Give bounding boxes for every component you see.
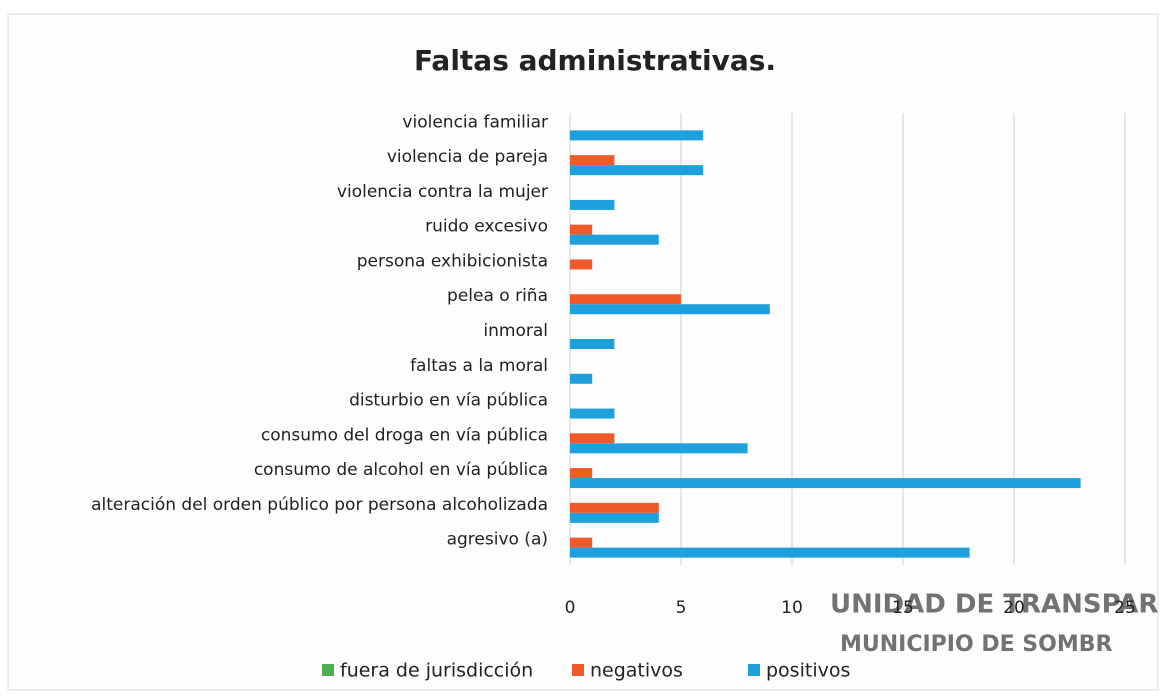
bar [570, 512, 659, 523]
y-tick-label: inmoral [483, 321, 548, 341]
bar [570, 408, 615, 419]
legend-label: negativos [590, 660, 683, 682]
y-tick-label: consumo del droga en vía pública [261, 425, 548, 445]
chart-title: Faltas administrativas. [414, 44, 776, 77]
bar [570, 537, 593, 548]
bar [570, 165, 704, 176]
bar [570, 339, 615, 349]
y-tick-label: disturbio en vía pública [349, 391, 548, 411]
bar [570, 478, 1081, 489]
bar [570, 155, 615, 166]
y-tick-label: consumo de alcohol en vía pública [254, 460, 548, 480]
x-tick-label: 20 [1003, 598, 1025, 618]
y-tick-label: pelea o riña [447, 286, 548, 306]
bar [570, 130, 704, 141]
bar [570, 468, 593, 479]
y-tick-label: violencia de pareja [387, 147, 548, 167]
legend-swatch [572, 664, 584, 676]
bar [570, 547, 970, 558]
bar [570, 294, 681, 305]
y-tick-label: alteración del orden público por persona… [91, 495, 548, 515]
stamp-text: MUNICIPIO DE SOMBR [840, 632, 1113, 657]
bar [570, 199, 615, 210]
legend-label: positivos [766, 660, 850, 682]
x-tick-label: 5 [676, 598, 687, 618]
y-tick-label: persona exhibicionista [357, 251, 548, 271]
bar [570, 234, 659, 245]
bar [570, 259, 593, 270]
frame [7, 13, 1159, 691]
bar [570, 304, 770, 315]
legend-label: fuera de jurisdicción [340, 660, 533, 682]
y-tick-label: agresivo (a) [447, 530, 548, 550]
legend-swatch [748, 664, 760, 676]
x-tick-label: 0 [565, 598, 576, 618]
x-tick-label: 25 [1114, 598, 1136, 618]
bar [570, 502, 659, 513]
bar [570, 443, 748, 454]
bar [570, 224, 593, 235]
bar [570, 433, 615, 444]
y-tick-label: faltas a la moral [410, 356, 548, 376]
y-tick-label: violencia familiar [402, 112, 548, 132]
bar [570, 373, 593, 384]
legend-swatch [322, 664, 334, 676]
y-tick-label: ruido excesivo [425, 217, 548, 237]
x-tick-label: 10 [781, 598, 803, 618]
x-tick-label: 15 [892, 598, 914, 618]
stamp-text: UNIDAD DE TRANSPAR [830, 590, 1158, 620]
y-tick-label: violencia contra la mujer [337, 182, 548, 202]
